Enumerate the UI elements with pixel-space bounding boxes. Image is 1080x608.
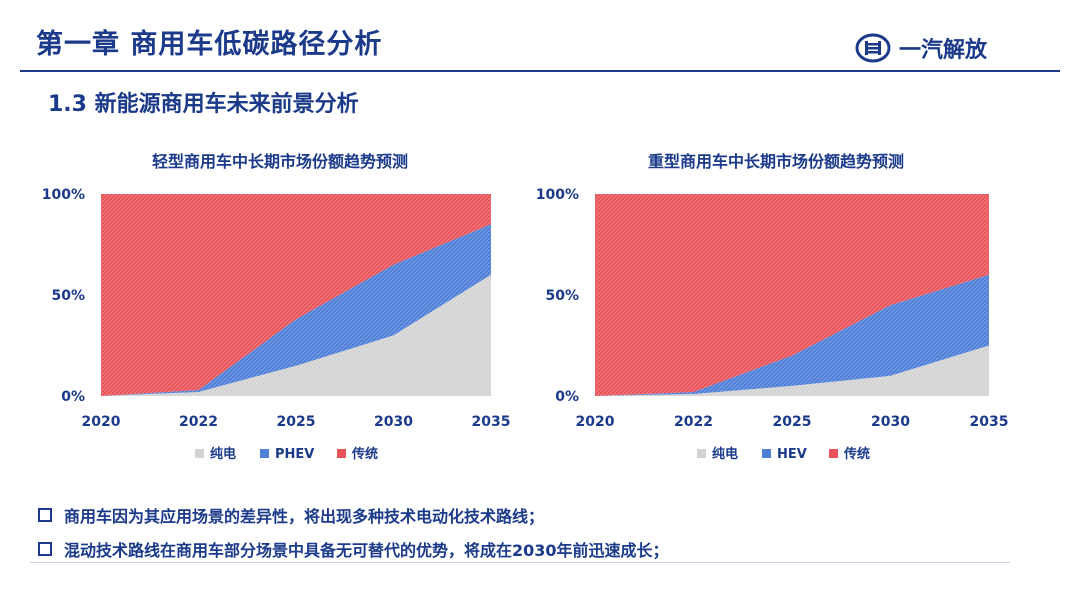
legend-label: 传统 bbox=[351, 446, 378, 462]
legend-label: 传统 bbox=[843, 446, 870, 462]
section-title: 1.3 新能源商用车未来前景分析 bbox=[48, 92, 359, 117]
logo-text: 一汽解放 bbox=[899, 38, 988, 63]
bullet-text: 商用车因为其应用场景的差异性，将出现多种技术电动化技术路线； bbox=[64, 507, 545, 526]
y-tick-label: 100% bbox=[536, 187, 579, 203]
area-series-2 bbox=[101, 194, 491, 396]
area-series-1 bbox=[595, 274, 989, 396]
y-tick-label: 50% bbox=[545, 288, 579, 304]
legend-swatch bbox=[260, 449, 269, 458]
legend-swatch bbox=[337, 449, 346, 458]
bullet-list: 商用车因为其应用场景的差异性，将出现多种技术电动化技术路线； 混动技术路线在商用… bbox=[38, 498, 669, 566]
legend-label: HEV bbox=[777, 447, 807, 462]
chart-title-light: 轻型商用车中长期市场份额趋势预测 bbox=[151, 152, 408, 171]
checkbox-bullet-icon bbox=[38, 542, 52, 556]
chart-title-heavy: 重型商用车中长期市场份额趋势预测 bbox=[647, 152, 904, 171]
y-tick-label: 50% bbox=[51, 288, 85, 304]
x-tick-label: 2035 bbox=[472, 414, 511, 430]
x-tick-label: 2025 bbox=[773, 414, 812, 430]
chapter-title: 第一章 商用车低碳路径分析 bbox=[36, 29, 383, 60]
legend-swatch bbox=[762, 449, 771, 458]
brand-logo: 一汽解放 bbox=[855, 30, 987, 66]
footer-divider bbox=[30, 562, 1010, 563]
checkbox-bullet-icon bbox=[38, 508, 52, 522]
area-series-0 bbox=[595, 345, 989, 396]
y-tick-label: 0% bbox=[555, 389, 579, 405]
x-tick-label: 2025 bbox=[277, 414, 316, 430]
legend-swatch bbox=[829, 449, 838, 458]
y-tick-label: 100% bbox=[42, 187, 85, 203]
legend-label: PHEV bbox=[275, 447, 314, 462]
bullet-item: 商用车因为其应用场景的差异性，将出现多种技术电动化技术路线； bbox=[38, 498, 669, 532]
x-tick-label: 2035 bbox=[970, 414, 1009, 430]
legend-label: 纯电 bbox=[712, 446, 738, 462]
legend-swatch bbox=[697, 449, 706, 458]
x-tick-label: 2020 bbox=[576, 414, 615, 430]
area-series-2 bbox=[595, 194, 989, 396]
area-series-0 bbox=[101, 274, 491, 396]
faw-logo-icon bbox=[855, 33, 891, 63]
x-tick-label: 2022 bbox=[179, 414, 218, 430]
area-series-1 bbox=[101, 224, 491, 396]
bullet-text: 混动技术路线在商用车部分场景中具备无可替代的优势，将成在2030年前迅速成长； bbox=[64, 541, 669, 560]
x-tick-label: 2030 bbox=[871, 414, 910, 430]
legend-swatch bbox=[195, 449, 204, 458]
x-tick-label: 2030 bbox=[374, 414, 413, 430]
bullet-item: 混动技术路线在商用车部分场景中具备无可替代的优势，将成在2030年前迅速成长； bbox=[38, 532, 669, 566]
x-tick-label: 2022 bbox=[674, 414, 713, 430]
x-tick-label: 2020 bbox=[82, 414, 121, 430]
y-tick-label: 0% bbox=[61, 389, 85, 405]
legend-label: 纯电 bbox=[210, 446, 236, 462]
title-divider bbox=[20, 70, 1060, 72]
